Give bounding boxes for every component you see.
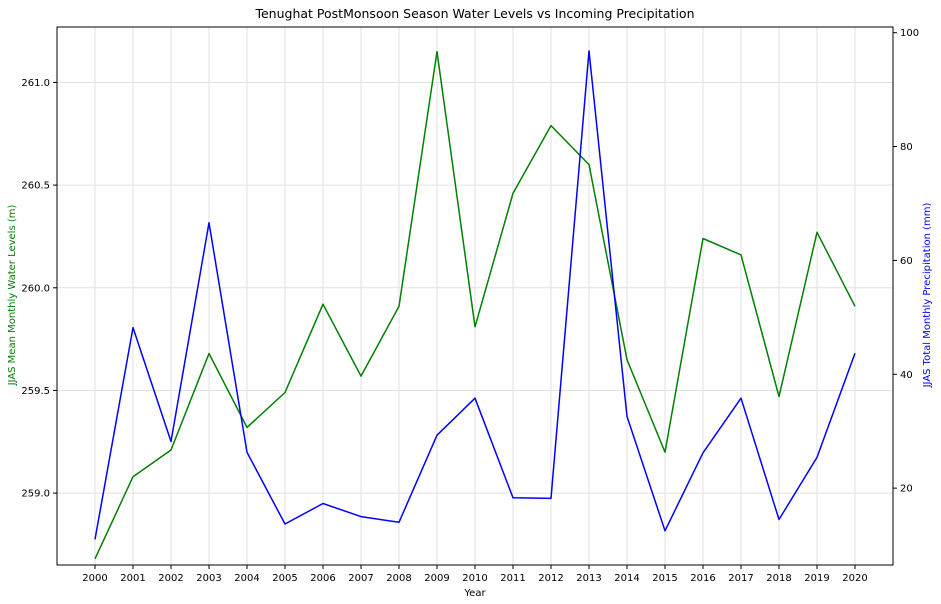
x-tick-label: 2006	[310, 573, 335, 584]
x-tick-label: 2017	[728, 573, 753, 584]
x-tick-label: 2002	[158, 573, 183, 584]
x-tick-label: 2014	[614, 573, 639, 584]
x-tick-label: 2018	[766, 573, 791, 584]
x-tick-label: 2008	[386, 573, 411, 584]
y-left-tick-label: 260.5	[21, 181, 50, 192]
water-level-line	[94, 50, 856, 560]
x-tick-label: 2020	[842, 573, 867, 584]
y-right-tick-label: 60	[900, 256, 913, 267]
precipitation-line	[94, 50, 856, 540]
x-tick-label: 2005	[272, 573, 297, 584]
x-tick-label: 2007	[348, 573, 373, 584]
y-axis-left-label: JJAS Mean Monthly Water Levels (m)	[7, 205, 18, 387]
chart-title: Tenughat PostMonsoon Season Water Levels…	[254, 6, 694, 21]
x-tick-label: 2003	[196, 573, 221, 584]
series-group	[94, 50, 856, 560]
grid	[57, 27, 893, 565]
x-axis-label: Year	[463, 588, 486, 599]
x-tick-label: 2011	[500, 573, 525, 584]
y-left-tick-label: 259.0	[21, 489, 50, 500]
ticks-group: 2000 2001 2002 2003 2004 2005 2006 2007 2008 2009…	[21, 28, 919, 584]
x-tick-label: 2004	[234, 573, 259, 584]
x-tick-label: 2015	[652, 573, 677, 584]
y-right-tick-label: 20	[900, 484, 913, 495]
x-tick-label: 2019	[804, 573, 829, 584]
x-tick-label: 2000	[82, 573, 107, 584]
y-left-tick-label: 261.0	[21, 78, 50, 89]
x-tick-label: 2009	[424, 573, 449, 584]
y-left-tick-label: 259.5	[21, 386, 50, 397]
y-left-tick-label: 260.0	[21, 283, 50, 294]
y-axis-right-label: JJAS Total Monthly Precipitation (mm)	[922, 202, 933, 388]
x-tick-label: 2001	[120, 573, 145, 584]
y-right-tick-label: 100	[900, 28, 919, 39]
x-tick-label: 2012	[538, 573, 563, 584]
y-right-tick-label: 80	[900, 142, 913, 153]
y-right-tick-label: 40	[900, 370, 913, 381]
x-tick-label: 2016	[690, 573, 715, 584]
x-tick-label: 2013	[576, 573, 601, 584]
x-tick-label: 2010	[462, 573, 487, 584]
